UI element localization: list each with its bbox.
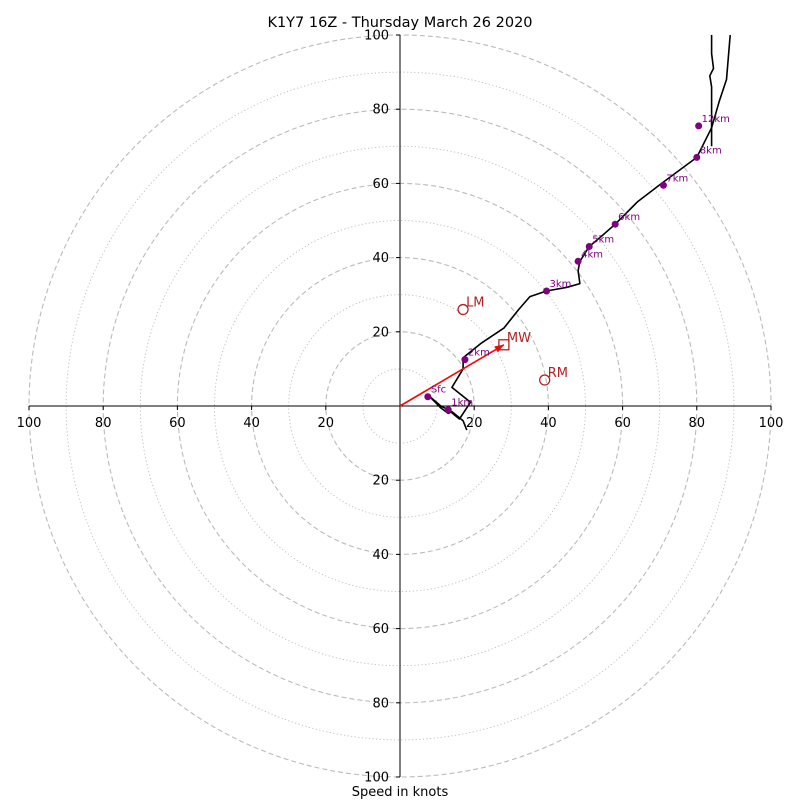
height-marker bbox=[424, 393, 432, 401]
height-marker-label: 3km bbox=[550, 279, 572, 290]
x-tick-label: 20 bbox=[466, 416, 483, 431]
height-marker-label: 5km bbox=[592, 234, 614, 245]
height-marker bbox=[574, 257, 582, 265]
x-tick-label: 20 bbox=[318, 416, 335, 431]
x-tick-label: 60 bbox=[614, 416, 631, 431]
storm-motion-marker bbox=[457, 303, 469, 316]
x-tick-label: 40 bbox=[540, 416, 557, 431]
y-tick-label: 20 bbox=[372, 325, 389, 340]
height-marker bbox=[444, 406, 452, 414]
y-tick-label: 40 bbox=[372, 548, 389, 563]
height-marker-label: 1km bbox=[451, 398, 473, 409]
height-marker-label: 8km bbox=[700, 145, 722, 156]
storm-motion-marker bbox=[498, 339, 510, 351]
hodograph-line bbox=[426, 34, 731, 431]
y-tick-label: 80 bbox=[372, 103, 389, 118]
height-markers: Sfc 1km 2km 3km 4km 5km 6km 7km 8km 12km bbox=[424, 114, 730, 414]
storm-motion-markers: LM MW RM bbox=[457, 296, 568, 386]
height-marker bbox=[461, 356, 469, 364]
storm-motion-marker bbox=[539, 374, 551, 386]
storm-motion-label: MW bbox=[507, 331, 531, 346]
y-tick-label: 100 bbox=[364, 29, 389, 44]
y-tick-label: 100 bbox=[364, 771, 389, 786]
height-marker-label: Sfc bbox=[431, 385, 446, 396]
height-marker bbox=[693, 153, 701, 161]
y-tick-label: 60 bbox=[372, 177, 389, 192]
tick-labels: 100 80 60 40 20 20 40 60 80 100 100 80 60 40 20 20 40 60 8… bbox=[17, 29, 784, 786]
y-tick-label: 60 bbox=[372, 622, 389, 637]
x-tick-label: 60 bbox=[169, 416, 186, 431]
storm-motion-label: RM bbox=[548, 366, 568, 381]
height-marker-label: 4km bbox=[581, 249, 603, 260]
y-tick-label: 80 bbox=[372, 696, 389, 711]
height-marker-label: 2km bbox=[468, 348, 490, 359]
x-tick-label: 80 bbox=[689, 416, 706, 431]
x-tick-label: 80 bbox=[95, 416, 112, 431]
shear-vector-line bbox=[399, 344, 505, 407]
height-marker bbox=[659, 181, 667, 189]
x-tick-label: 100 bbox=[17, 416, 42, 431]
x-axis-label: Speed in knots bbox=[352, 785, 449, 800]
storm-motion-label: LM bbox=[466, 296, 484, 311]
height-marker bbox=[695, 122, 703, 130]
hodograph-trace bbox=[426, 34, 731, 431]
y-tick-label: 40 bbox=[372, 251, 389, 266]
height-marker bbox=[543, 287, 551, 295]
hodograph-line-upper bbox=[708, 35, 715, 147]
height-marker-label: 7km bbox=[666, 173, 688, 184]
height-marker-label: 12km bbox=[702, 114, 730, 125]
y-tick-label: 20 bbox=[372, 474, 389, 489]
height-marker bbox=[611, 220, 619, 228]
height-marker bbox=[585, 242, 593, 250]
height-marker-label: 6km bbox=[618, 212, 640, 223]
chart-title: K1Y7 16Z - Thursday March 26 2020 bbox=[267, 15, 532, 31]
x-tick-label: 100 bbox=[759, 416, 784, 431]
x-tick-label: 40 bbox=[243, 416, 260, 431]
